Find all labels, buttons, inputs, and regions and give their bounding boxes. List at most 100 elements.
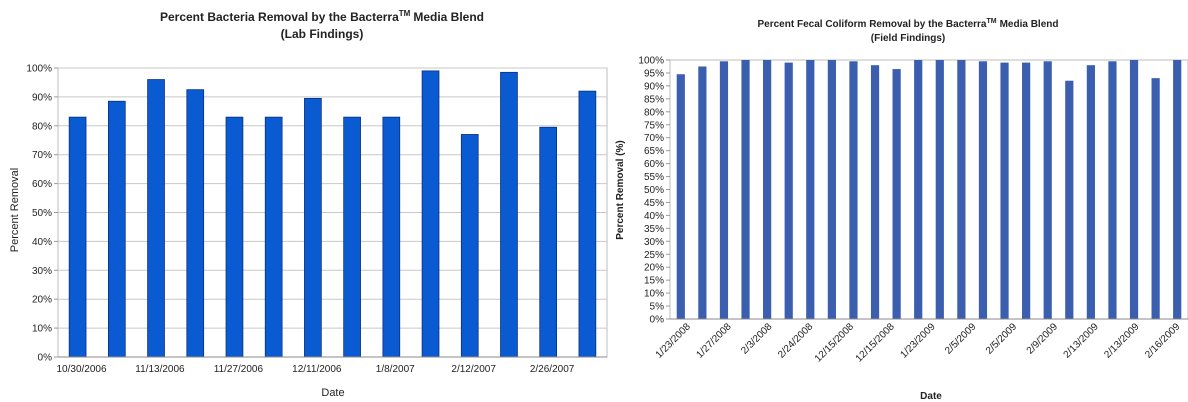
x-tick-label: 11/27/2006: [214, 364, 264, 375]
bar: [68, 116, 87, 358]
field-chart-title: Percent Fecal Coliform Removal by the Ba…: [758, 18, 1059, 30]
y-tick-label: 25%: [644, 250, 664, 261]
bar: [719, 61, 729, 320]
bar: [539, 126, 558, 358]
bar: [304, 97, 322, 358]
y-tick-label: 100%: [26, 64, 52, 75]
lab-chart-title: Percent Bacteria Removal by the Bacterra…: [160, 9, 484, 24]
bar: [1065, 80, 1074, 319]
y-tick-label: 40%: [32, 237, 52, 248]
bar: [1173, 60, 1182, 319]
lab-chart-subtitle: (Lab Findings): [281, 27, 364, 41]
bar: [892, 69, 901, 319]
x-tick-label: 2/16/2009: [1143, 321, 1183, 361]
bar: [849, 61, 858, 320]
x-tick-label: 1/8/2007: [376, 364, 415, 375]
bar: [1086, 65, 1095, 320]
field-y-axis-label: Percent Removal (%): [615, 140, 626, 239]
y-tick-label: 40%: [644, 211, 664, 222]
bar: [147, 79, 165, 358]
bar: [914, 60, 923, 319]
bar: [676, 74, 685, 320]
y-tick-label: 85%: [644, 94, 664, 105]
bar: [500, 71, 518, 358]
y-tick-label: 5%: [650, 302, 665, 313]
y-tick-label: 20%: [32, 295, 52, 306]
x-tick-label: 12/15/2008: [813, 321, 856, 364]
bar: [806, 60, 815, 319]
x-tick-label: 2/13/2009: [1102, 321, 1142, 361]
bar: [578, 90, 597, 358]
bar: [460, 134, 479, 358]
bar: [978, 61, 988, 320]
y-tick-label: 30%: [644, 237, 664, 248]
field-x-axis-label: Date: [920, 391, 942, 402]
y-tick-label: 100%: [638, 56, 664, 67]
y-tick-label: 70%: [32, 150, 52, 161]
x-tick-label: 1/23/2008: [654, 321, 694, 361]
x-tick-label: 2/26/2007: [530, 364, 575, 375]
y-tick-label: 45%: [644, 198, 664, 209]
y-tick-label: 70%: [644, 133, 664, 144]
bar: [1043, 61, 1052, 320]
lab-x-axis-label: Date: [321, 387, 344, 399]
bar: [827, 60, 836, 319]
bar: [784, 62, 793, 320]
x-tick-label: 11/13/2006: [135, 364, 185, 375]
bar: [870, 65, 880, 320]
bar: [698, 66, 707, 319]
bar: [1000, 62, 1009, 320]
y-tick-label: 60%: [644, 159, 664, 170]
y-tick-label: 65%: [644, 146, 664, 157]
x-tick-label: 12/15/2008: [854, 321, 897, 364]
bar: [1108, 61, 1117, 320]
x-tick-label: 2/5/2009: [984, 321, 1020, 357]
lab-y-axis-label: Percent Removal: [9, 168, 21, 252]
field-findings-chart: Percent Fecal Coliform Removal by the Ba…: [615, 18, 1188, 402]
bar: [1151, 78, 1160, 319]
bar: [957, 60, 966, 319]
y-tick-label: 35%: [644, 224, 664, 235]
y-tick-label: 80%: [644, 107, 664, 118]
y-tick-label: 50%: [644, 185, 664, 196]
field-chart-subtitle: (Field Findings): [871, 33, 945, 44]
y-tick-label: 0%: [650, 315, 665, 326]
y-tick-label: 15%: [644, 276, 664, 287]
x-tick-label: 2/12/2007: [451, 364, 496, 375]
x-tick-label: 2/3/2008: [739, 321, 775, 357]
y-tick-label: 50%: [32, 208, 52, 219]
bar: [264, 116, 283, 358]
y-tick-label: 75%: [644, 120, 664, 131]
x-tick-label: 2/13/2009: [1062, 321, 1102, 361]
x-tick-label: 10/30/2006: [56, 364, 106, 375]
bar: [382, 116, 401, 358]
lab-findings-chart: Percent Bacteria Removal by the Bacterra…: [9, 9, 608, 399]
y-tick-label: 90%: [644, 81, 664, 92]
x-tick-label: 12/11/2006: [292, 364, 342, 375]
bar: [1022, 62, 1031, 320]
y-tick-label: 55%: [644, 172, 664, 183]
x-tick-label: 2/9/2009: [1025, 321, 1061, 357]
y-tick-label: 10%: [644, 289, 664, 300]
x-tick-label: 2/24/2008: [776, 321, 816, 361]
bar: [763, 60, 772, 319]
bar: [1129, 60, 1139, 319]
y-tick-label: 60%: [32, 179, 52, 190]
y-tick-label: 90%: [32, 92, 52, 103]
y-tick-label: 0%: [38, 353, 53, 364]
y-tick-label: 10%: [32, 324, 52, 335]
bar: [186, 89, 205, 358]
bar: [225, 116, 244, 358]
bar: [741, 60, 750, 319]
bar: [935, 60, 944, 319]
bar: [107, 100, 126, 358]
bar: [343, 116, 361, 358]
x-tick-label: 1/27/2008: [694, 321, 734, 361]
y-tick-label: 80%: [32, 121, 52, 132]
x-tick-label: 1/23/2009: [898, 321, 938, 361]
y-tick-label: 20%: [644, 263, 664, 274]
y-tick-label: 30%: [32, 266, 52, 277]
bar: [421, 70, 440, 358]
x-tick-label: 2/5/2009: [943, 321, 979, 357]
